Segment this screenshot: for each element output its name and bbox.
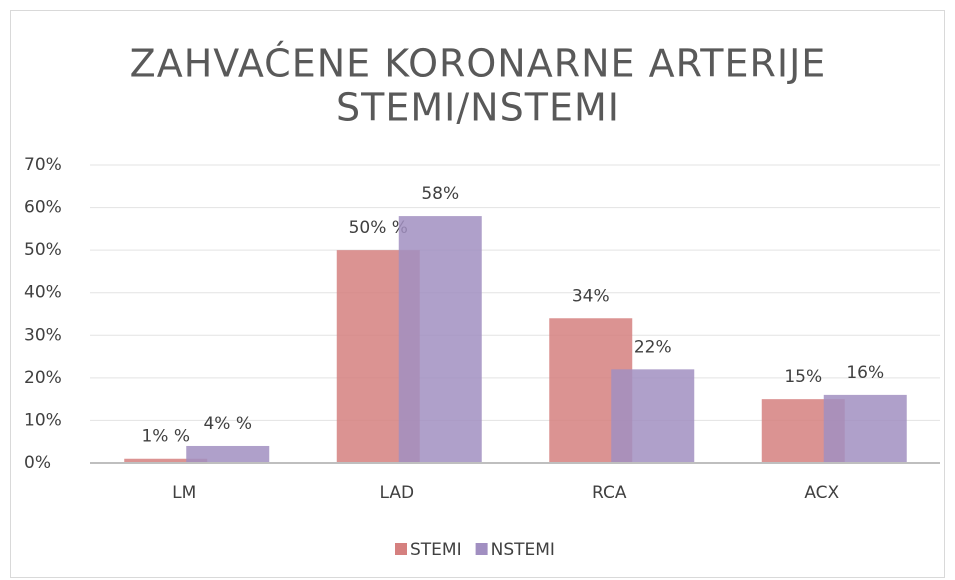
data-label: 22% [634,337,672,357]
y-tick-label: 30% [24,325,62,345]
y-tick-label: 70% [24,155,62,175]
y-tick-label: 10% [24,410,62,430]
bar [398,216,482,463]
bar [823,394,907,463]
y-tick-label: 60% [24,198,62,218]
chart-title: STEMI/NSTEMI [336,86,620,130]
x-tick-label: LM [172,483,196,503]
x-tick-label: ACX [804,483,839,503]
bar [186,445,270,463]
data-label: 50% % [349,218,408,238]
bar [124,458,208,463]
x-tick-label: RCA [592,483,627,503]
chart-title: ZAHVAĆENE KORONARNE ARTERIJE [130,42,827,86]
bar [611,369,695,463]
legend-label: NSTEMI [491,540,555,560]
y-tick-label: 40% [24,283,62,303]
x-tick-label: LAD [379,483,414,503]
y-tick-label: 0% [24,453,51,473]
data-label: 1% % [141,427,190,447]
legend-swatch [475,543,488,555]
legend-label: STEMI [410,540,462,560]
y-tick-label: 50% [24,240,62,260]
data-label: 4% % [203,414,252,434]
y-tick-label: 20% [24,368,62,388]
legend-swatch [395,543,407,555]
data-label: 16% [846,363,884,383]
data-label: 34% [572,286,610,306]
data-label: 15% [784,367,822,387]
data-label: 58% [421,184,459,204]
